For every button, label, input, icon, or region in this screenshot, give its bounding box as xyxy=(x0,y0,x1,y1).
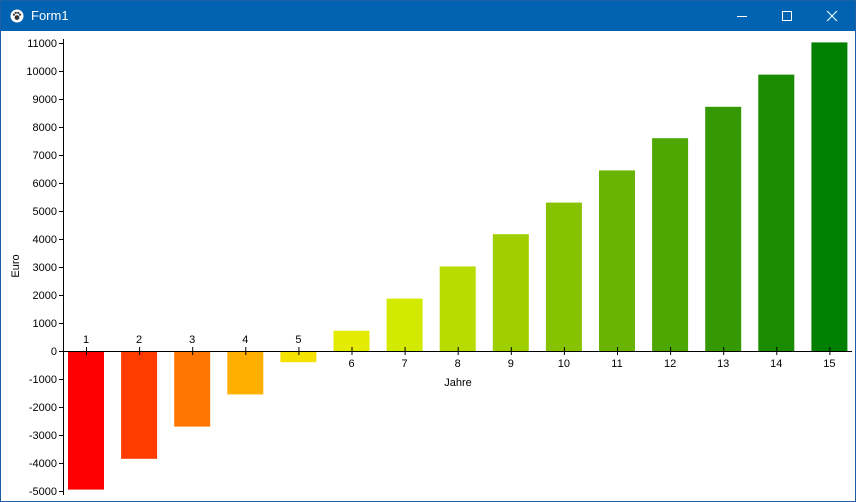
x-tick-label: 13 xyxy=(717,358,729,370)
y-tick-label: 10000 xyxy=(26,66,57,78)
y-tick-label: 1000 xyxy=(33,318,57,330)
y-tick-label: -2000 xyxy=(29,402,57,414)
bar-chart: -5000 -4000 -3000 -2000 -1000 0 1000 2000 3000 40… xyxy=(10,38,852,498)
x-tick-label: 8 xyxy=(455,358,461,370)
window-title: Form1 xyxy=(31,8,69,23)
x-tick-label: 2 xyxy=(136,334,142,346)
close-button[interactable] xyxy=(809,1,855,31)
paw-icon xyxy=(10,9,24,23)
bar-2 xyxy=(121,351,158,459)
y-axis-label: Euro xyxy=(10,254,22,277)
bar-6 xyxy=(333,330,370,351)
x-tick-label: 1 xyxy=(83,334,89,346)
x-tick-label: 6 xyxy=(348,358,354,370)
x-tick-label: 11 xyxy=(611,358,622,370)
bar-13 xyxy=(705,106,742,351)
y-tick-label: 11000 xyxy=(27,38,57,50)
bar-14 xyxy=(758,74,795,351)
title-bar[interactable]: Form1 xyxy=(1,1,855,31)
x-tick-label: 15 xyxy=(823,358,835,370)
maximize-icon xyxy=(782,11,792,21)
y-tick-label: 6000 xyxy=(33,178,57,190)
y-tick-label: 0 xyxy=(51,346,57,358)
x-tick-label: 3 xyxy=(189,334,195,346)
bar-15 xyxy=(811,42,848,352)
x-tick-label: 10 xyxy=(558,358,570,370)
y-tick-label: 8000 xyxy=(33,122,57,134)
bar-3 xyxy=(174,351,211,427)
x-tick-label: 7 xyxy=(402,358,408,370)
maximize-button[interactable] xyxy=(764,1,810,31)
x-tick-label: 5 xyxy=(295,334,301,346)
bar-1 xyxy=(68,351,104,490)
y-tick-label: 5000 xyxy=(33,206,57,218)
bar-11 xyxy=(599,170,635,351)
x-tick-label: 4 xyxy=(242,334,248,346)
y-tick-label: -3000 xyxy=(29,430,57,442)
bar-9 xyxy=(492,234,529,351)
bar-5 xyxy=(280,351,317,363)
x-axis: 1 2 3 4 56 7 8 9 10 11 12 13 14 15 xyxy=(63,334,852,370)
x-tick-label: 9 xyxy=(508,358,514,370)
y-tick-label: -4000 xyxy=(29,458,57,470)
y-tick-label: -5000 xyxy=(29,486,57,498)
minimize-button[interactable] xyxy=(719,1,765,31)
bars-group xyxy=(68,42,848,490)
close-icon xyxy=(826,10,838,22)
y-tick-label: 4000 xyxy=(33,234,57,246)
bar-10 xyxy=(545,202,582,351)
x-axis-label: Jahre xyxy=(444,377,472,389)
y-tick-label: 7000 xyxy=(33,150,57,162)
y-tick-label: -1000 xyxy=(29,374,57,386)
bar-8 xyxy=(439,266,476,351)
x-tick-label: 14 xyxy=(770,358,782,370)
bar-7 xyxy=(386,298,423,351)
y-tick-label: 9000 xyxy=(33,94,57,106)
x-tick-label: 12 xyxy=(664,358,676,370)
bar-4 xyxy=(227,351,264,395)
y-tick-label: 2000 xyxy=(33,290,57,302)
y-axis: -5000 -4000 -3000 -2000 -1000 0 1000 2000 3000 40… xyxy=(26,38,64,498)
minimize-icon xyxy=(737,16,747,17)
y-tick-label: 3000 xyxy=(33,262,57,274)
bar-12 xyxy=(652,138,689,351)
